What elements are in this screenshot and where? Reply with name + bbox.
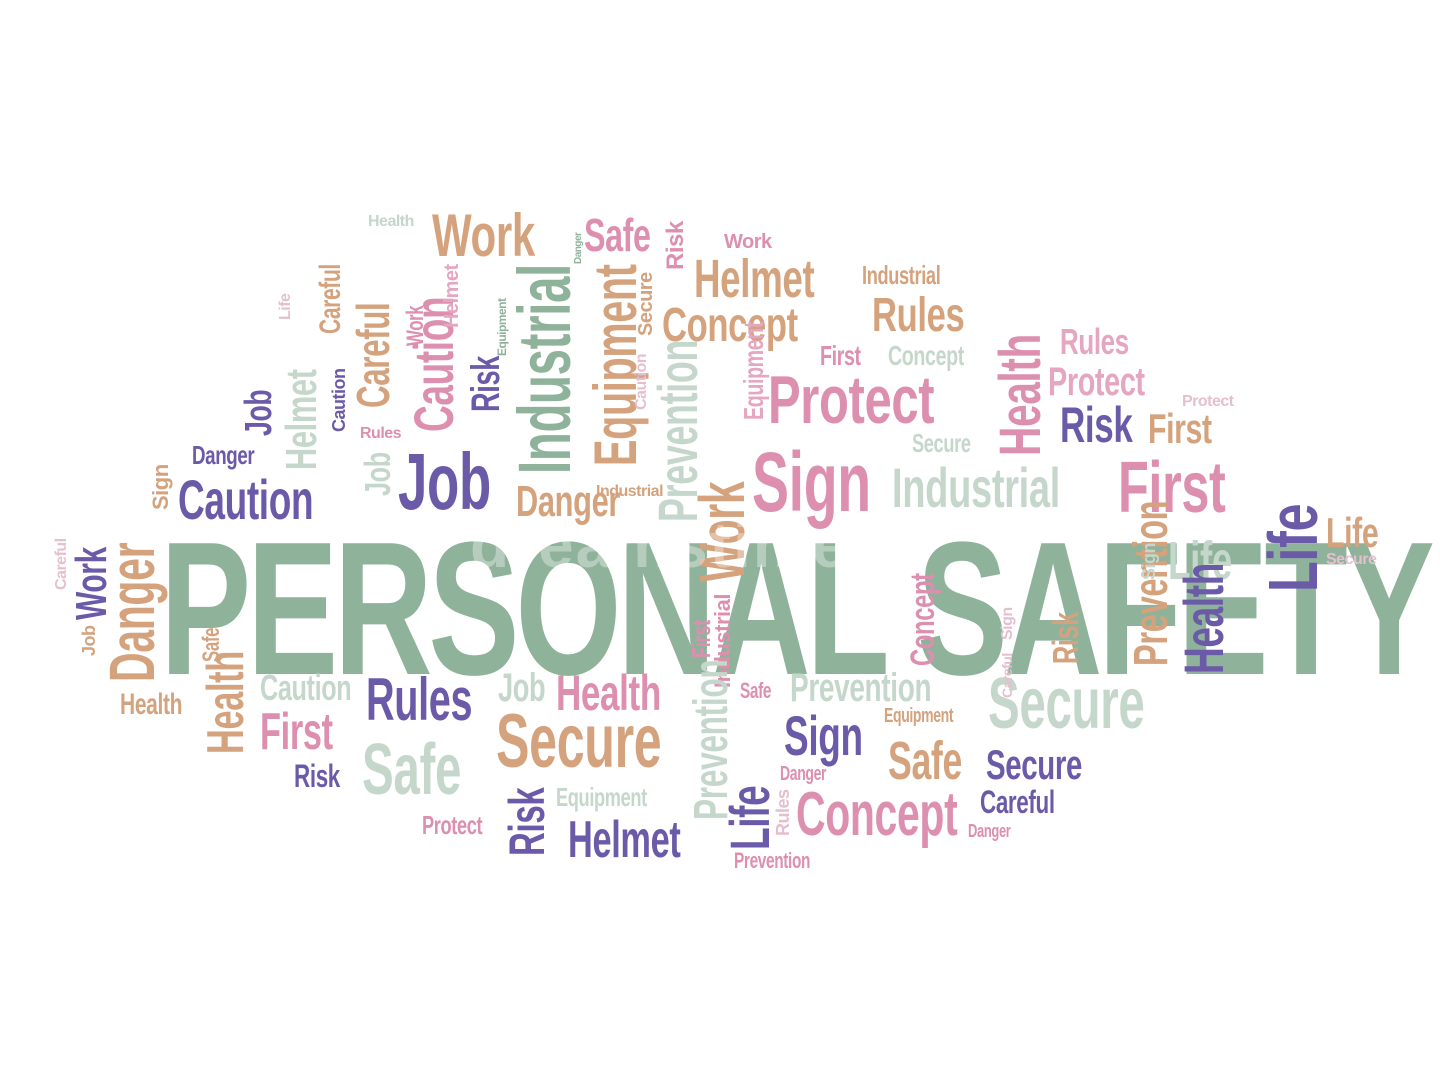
word: Risk	[662, 221, 689, 270]
word: Health	[368, 213, 414, 230]
word: Danger	[96, 542, 168, 682]
word: Life	[718, 785, 781, 850]
word: Caution	[260, 667, 352, 708]
word: Job	[498, 666, 546, 710]
word: Rules	[773, 789, 793, 836]
word: Risk	[294, 758, 340, 794]
word: Safe	[584, 209, 651, 261]
word: Caution	[329, 368, 349, 433]
word: First	[820, 340, 861, 371]
word: Helmet	[694, 249, 815, 309]
word: Safe	[740, 678, 772, 703]
word: Sign	[752, 435, 871, 529]
word: Secure	[912, 428, 971, 458]
cloud-title-left: PERSONAL SAFETY	[160, 503, 1435, 715]
word: Rules	[366, 666, 473, 733]
word: Health	[120, 688, 183, 721]
word: Job	[238, 389, 280, 436]
word: Rules	[1060, 321, 1129, 362]
word: Risk	[464, 355, 508, 412]
word: Safe	[362, 730, 462, 810]
word: Industrial	[892, 456, 1060, 519]
word: Equipment	[738, 321, 769, 420]
word: Life	[277, 293, 294, 320]
word: Industrial	[862, 260, 941, 290]
word: Equipment	[556, 782, 647, 812]
word: Secure	[986, 741, 1082, 788]
word: Helmet	[277, 369, 326, 470]
word: Concept	[888, 340, 964, 371]
word: Sign	[1139, 543, 1159, 580]
word: Health	[1172, 563, 1235, 674]
word: Job	[357, 452, 398, 496]
word: Secure	[635, 272, 657, 336]
word: Safe	[888, 731, 962, 791]
word: Work	[724, 231, 772, 253]
word: Risk	[1045, 612, 1086, 664]
word: Rules	[360, 425, 402, 442]
word: Prevention	[734, 848, 811, 873]
word: Sign	[148, 464, 173, 510]
word: Protect	[422, 810, 483, 840]
word: Protect	[1182, 393, 1234, 410]
word: Secure	[496, 699, 662, 784]
word: Work	[402, 305, 429, 346]
word: Danger	[516, 477, 621, 526]
word: Life	[1326, 509, 1379, 556]
word: Careful	[347, 302, 399, 408]
word: Danger	[573, 232, 584, 264]
word: Protect	[768, 362, 935, 438]
word: Health	[988, 334, 1053, 456]
word: Protect	[1048, 360, 1145, 404]
word: Danger	[780, 763, 827, 785]
word: Work	[432, 202, 535, 269]
word: First	[1118, 448, 1226, 528]
word: Helmet	[441, 264, 463, 328]
word: First	[260, 703, 333, 761]
word: Caution	[178, 468, 314, 531]
watermark: dreamstime	[470, 509, 850, 581]
word: Secure	[1326, 551, 1377, 568]
word: Life	[1254, 503, 1332, 592]
word: Health	[197, 651, 255, 754]
word: Danger	[192, 440, 255, 470]
word: Industrial	[596, 483, 664, 500]
word: Prevention	[1125, 500, 1178, 666]
word: Prevention	[790, 666, 932, 710]
word: Risk	[499, 787, 555, 856]
word: Concept	[662, 299, 798, 352]
word: Job	[398, 437, 491, 526]
word: Helmet	[568, 811, 681, 869]
word: Risk	[1060, 397, 1133, 453]
word: Concept	[904, 573, 942, 666]
word: Secure	[988, 664, 1145, 744]
word: Life	[1168, 531, 1232, 591]
word: Danger	[968, 821, 1011, 841]
word: Concept	[796, 780, 958, 849]
word: Equipment	[884, 705, 954, 727]
word: Careful	[999, 653, 1015, 698]
word: Health	[556, 665, 661, 721]
word: Rules	[872, 289, 965, 342]
word: Sign	[999, 607, 1016, 640]
word: Industrial	[503, 264, 586, 474]
word: Careful	[980, 784, 1055, 820]
word: First	[1148, 405, 1212, 452]
word: Careful	[314, 264, 347, 334]
word: Sign	[784, 704, 863, 767]
